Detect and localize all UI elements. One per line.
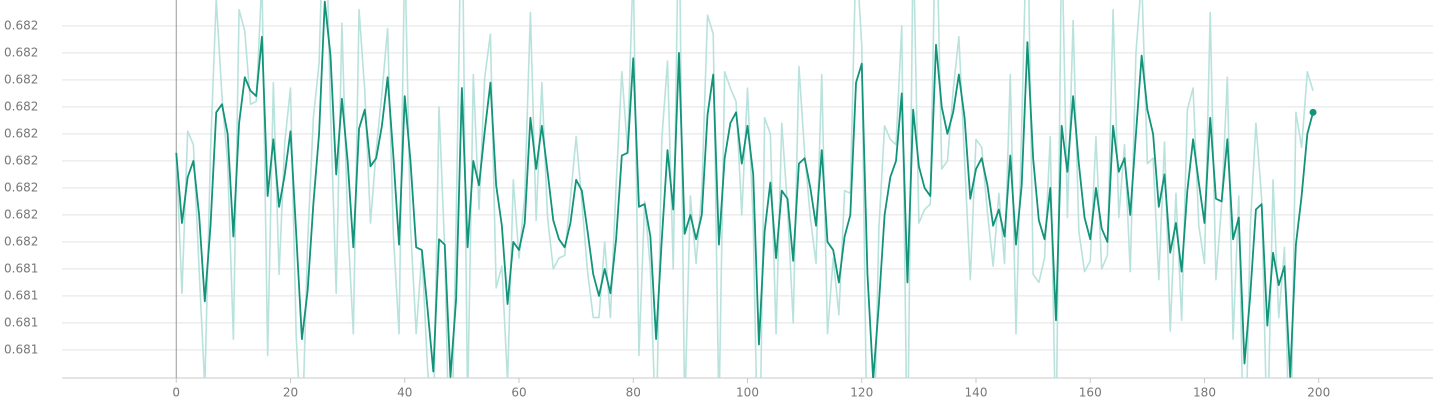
x-tick-label: 80: [626, 386, 641, 400]
y-tick-label: 0.682: [4, 126, 38, 140]
y-tick-label: 0.682: [4, 234, 38, 248]
x-tick-label: 160: [1079, 386, 1102, 400]
y-tick-label: 0.681: [4, 288, 38, 302]
y-tick-label: 0.682: [4, 180, 38, 194]
y-tick-label: 0.682: [4, 99, 38, 113]
x-tick-label: 0: [172, 386, 180, 400]
y-tick-label: 0.682: [4, 72, 38, 86]
y-tick-label: 0.682: [4, 45, 38, 59]
y-tick-label: 0.682: [4, 207, 38, 221]
y-tick-label: 0.682: [4, 153, 38, 167]
x-tick-label: 20: [283, 386, 298, 400]
last-point: [1309, 108, 1317, 116]
x-tick-label: 40: [397, 386, 412, 400]
x-tick-label: 140: [965, 386, 988, 400]
x-tick-label: 120: [850, 386, 873, 400]
x-tick-label: 100: [736, 386, 759, 400]
x-tick-label: 60: [511, 386, 526, 400]
plot: [175, 0, 1317, 378]
y-tick-label: 0.681: [4, 342, 38, 356]
y-tick-label: 0.681: [4, 315, 38, 329]
series-line: [175, 0, 1314, 378]
x-tick-label: 180: [1193, 386, 1216, 400]
y-tick-label: 0.682: [4, 18, 38, 32]
x-tick-label: 200: [1307, 386, 1330, 400]
y-tick-label: 0.681: [4, 261, 38, 275]
